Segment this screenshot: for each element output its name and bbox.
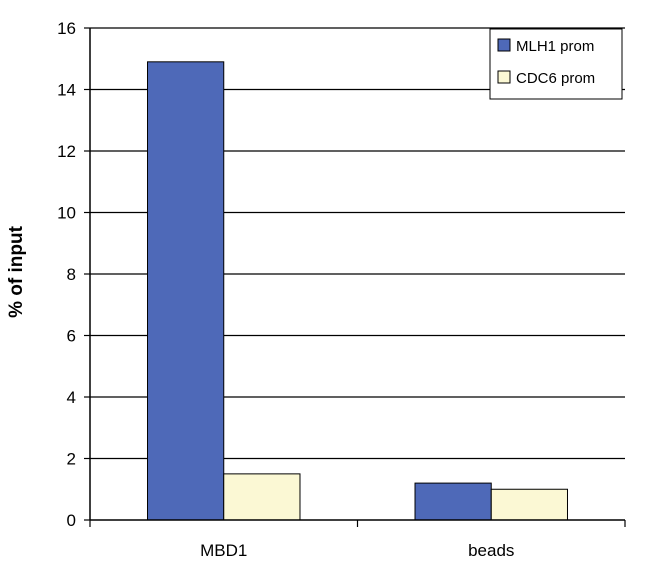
legend-label: CDC6 prom — [516, 70, 595, 87]
legend-box — [489, 28, 623, 100]
bar — [490, 488, 568, 521]
bar — [223, 473, 301, 521]
legend-swatch — [497, 38, 511, 52]
y-tick-label: 4 — [67, 388, 76, 407]
y-tick-label: 6 — [67, 327, 76, 346]
axes — [84, 27, 626, 527]
y-tick-label: 10 — [57, 204, 76, 223]
y-tick-label: 14 — [57, 81, 76, 100]
bar — [147, 61, 225, 521]
y-axis-label: % of input — [6, 225, 27, 317]
x-tick-labels: MBD1 beads — [200, 541, 514, 560]
y-tick-label: 12 — [57, 142, 76, 161]
y-tick-labels: 0 2 4 6 8 10 12 14 16 — [57, 19, 76, 530]
bars — [147, 61, 568, 521]
legend: MLH1 prom CDC6 prom — [489, 28, 623, 100]
bar — [414, 482, 492, 521]
x-tick-label: MBD1 — [200, 541, 247, 560]
legend-swatch — [497, 70, 511, 84]
y-tick-label: 8 — [67, 265, 76, 284]
legend-label: MLH1 prom — [516, 38, 594, 55]
y-tick-label: 0 — [67, 511, 76, 530]
y-tick-label: 2 — [67, 450, 76, 469]
y-tick-label: 16 — [57, 19, 76, 38]
x-tick-label: beads — [468, 541, 514, 560]
